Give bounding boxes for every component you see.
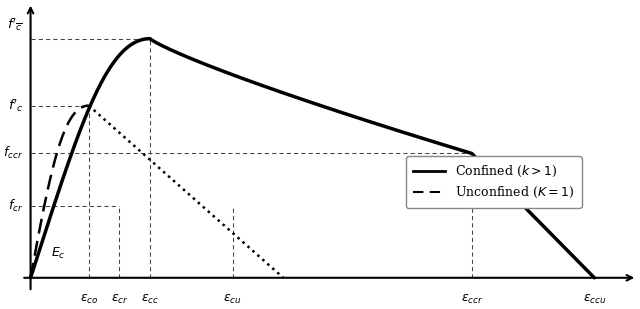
Text: $f_{cr}$: $f_{cr}$ [8, 198, 23, 214]
Legend: Confined ($k > 1$), Unconfined ($K = 1$): Confined ($k > 1$), Unconfined ($K = 1$) [406, 156, 582, 208]
Text: $\varepsilon_{ccr}$: $\varepsilon_{ccr}$ [461, 293, 483, 307]
Text: $\varepsilon_{cc}$: $\varepsilon_{cc}$ [141, 293, 159, 307]
Text: $f'_{\overline{c}}$: $f'_{\overline{c}}$ [8, 17, 23, 34]
Text: $\varepsilon_{cu}$: $\varepsilon_{cu}$ [223, 293, 242, 307]
Text: $f_{ccr}$: $f_{ccr}$ [3, 146, 23, 162]
Text: $\varepsilon_{ccu}$: $\varepsilon_{ccu}$ [582, 293, 606, 307]
Text: $\varepsilon_{co}$: $\varepsilon_{co}$ [79, 293, 98, 307]
Text: $E_c$: $E_c$ [51, 246, 65, 261]
Text: $\varepsilon_{cr}$: $\varepsilon_{cr}$ [111, 293, 128, 307]
Text: $f'_c$: $f'_c$ [8, 97, 23, 114]
